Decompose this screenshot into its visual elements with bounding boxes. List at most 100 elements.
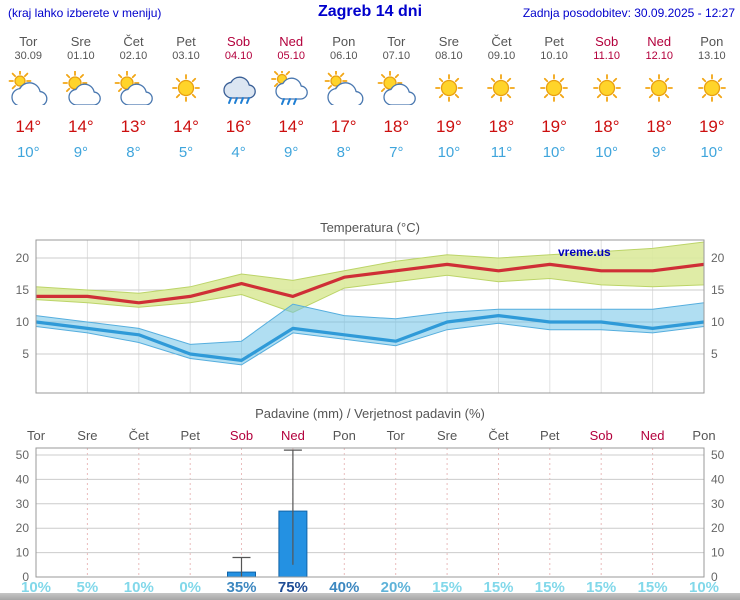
precip-probability: 10%: [688, 579, 720, 596]
day-min-temp: 11°: [490, 144, 513, 161]
day-forecast: Pet 03.10 14° 5°: [160, 28, 213, 172]
temperature-chart: 5 5 10 10 15 15 20 20: [16, 239, 725, 394]
day-max-temp: 16°: [225, 117, 252, 136]
sun-cloud-icon: [55, 70, 108, 111]
sun-icon: [580, 71, 633, 111]
day-max-temp: 18°: [488, 117, 515, 136]
svg-text:15: 15: [711, 283, 725, 297]
svg-text:5: 5: [711, 347, 718, 361]
probability-row: 10% 5% 10% 0% 35% 75% 40% 20% 15% 15% 15% 15% 15% 10%: [0, 579, 740, 596]
svg-text:10: 10: [711, 546, 725, 560]
day-min-temp: 8°: [126, 144, 141, 161]
svg-text:Čet: Čet: [129, 428, 150, 443]
brand-link[interactable]: vreme.us: [558, 245, 611, 259]
svg-text:30: 30: [16, 497, 30, 511]
svg-text:Ned: Ned: [281, 428, 305, 443]
sun-icon: [686, 71, 739, 111]
svg-text:Pon: Pon: [692, 428, 715, 443]
sun-cloud-icon: [107, 70, 160, 111]
day-name: Sob: [227, 34, 251, 49]
day-forecast: Sob 04.10 16° 4°: [212, 28, 265, 172]
day-date: 04.10: [224, 50, 253, 62]
precipitation-chart: Tor Sre Čet Pet Sob Ned Pon Tor Sre Čet Pet Sob Ned P…: [16, 428, 725, 584]
day-date: 12.10: [645, 50, 673, 62]
rain-sun-icon: [265, 68, 318, 111]
day-name: Sob: [595, 34, 619, 49]
precip-probability: 15%: [534, 579, 565, 596]
sun-icon: [633, 71, 686, 111]
day-min-temp: 8°: [336, 144, 351, 161]
day-max-temp: 14°: [278, 117, 305, 136]
day-date: 08.10: [435, 50, 463, 62]
svg-text:40: 40: [16, 472, 30, 486]
day-date: 01.10: [67, 50, 95, 62]
day-forecast: Pon 06.10 17° 8°: [317, 28, 370, 172]
svg-text:Sob: Sob: [230, 428, 253, 443]
day-forecast: Pet 10.10 19° 10°: [528, 28, 581, 172]
svg-text:Ned: Ned: [641, 428, 665, 443]
day-name: Ned: [647, 34, 672, 49]
svg-text:5: 5: [22, 347, 29, 361]
day-forecast: Tor 30.09 14° 10°: [2, 28, 55, 172]
svg-text:Tor: Tor: [27, 428, 46, 443]
day-date: 11.10: [593, 50, 620, 62]
days-strip: Tor 30.09 14° 10° Sre 01.10 14° 9° Čet 02.10 13° 8°…: [2, 28, 738, 172]
day-date: 13.10: [698, 50, 726, 62]
cloud-sun-icon: [317, 69, 370, 111]
day-name: Ned: [279, 34, 304, 49]
svg-text:40: 40: [711, 472, 725, 486]
svg-text:0: 0: [22, 570, 29, 584]
svg-text:10: 10: [711, 315, 725, 329]
day-forecast: Čet 09.10 18° 11°: [475, 28, 528, 172]
day-forecast: Tor 07.10 18° 7°: [370, 28, 423, 172]
day-min-temp: 10°: [595, 144, 618, 161]
day-max-temp: 14°: [173, 117, 199, 136]
svg-text:10: 10: [16, 546, 30, 560]
svg-text:20: 20: [711, 521, 725, 535]
svg-text:Pet: Pet: [180, 428, 200, 443]
day-max-temp: 17°: [330, 117, 357, 136]
svg-text:Sre: Sre: [77, 428, 97, 443]
svg-text:50: 50: [711, 448, 725, 462]
day-forecast: Čet 02.10 13° 8°: [107, 28, 160, 172]
day-name: Pet: [176, 34, 196, 49]
precip-probability: 15%: [586, 579, 617, 596]
svg-text:20: 20: [16, 521, 30, 535]
precip-probability: 0%: [179, 579, 202, 596]
day-max-temp: 18°: [593, 117, 620, 136]
day-max-temp: 19°: [436, 117, 462, 136]
precip-probability: 40%: [329, 579, 360, 596]
day-name: Čet: [491, 34, 512, 49]
precip-probability: 15%: [637, 579, 668, 596]
precip-probability: 75%: [277, 579, 308, 596]
day-forecast: Pon 13.10 19° 10°: [686, 28, 739, 172]
day-min-temp: 9°: [284, 144, 299, 161]
day-name: Pet: [544, 34, 564, 49]
day-name: Sre: [438, 34, 460, 49]
day-forecast: Sre 08.10 19° 10°: [423, 28, 476, 172]
last-updated: Zadnja posodobitev: 30.09.2025 - 12:27: [522, 6, 735, 20]
svg-text:50: 50: [16, 448, 30, 462]
precip-probability: 15%: [483, 579, 514, 596]
day-date: 10.10: [540, 50, 568, 62]
precip-probability: 20%: [380, 579, 411, 596]
day-min-temp: 7°: [389, 144, 404, 161]
sun-icon: [423, 71, 476, 111]
day-name: Čet: [123, 34, 144, 49]
precip-probability: 15%: [432, 579, 463, 596]
sun-icon: [160, 71, 213, 111]
svg-text:Pet: Pet: [540, 428, 560, 443]
svg-text:Pon: Pon: [333, 428, 356, 443]
svg-text:20: 20: [711, 251, 725, 265]
page-title: Zagreb 14 dni: [317, 3, 423, 20]
day-min-temp: 10°: [700, 144, 724, 161]
day-date: 02.10: [119, 50, 148, 62]
day-forecast: Sob 11.10 18° 10°: [580, 28, 633, 172]
day-forecast: Sre 01.10 14° 9°: [55, 28, 108, 172]
day-date: 05.10: [277, 50, 305, 62]
sun-icon: [475, 71, 528, 111]
day-min-temp: 9°: [73, 144, 89, 161]
precip-probability: 5%: [76, 579, 99, 596]
svg-text:10: 10: [16, 315, 30, 329]
